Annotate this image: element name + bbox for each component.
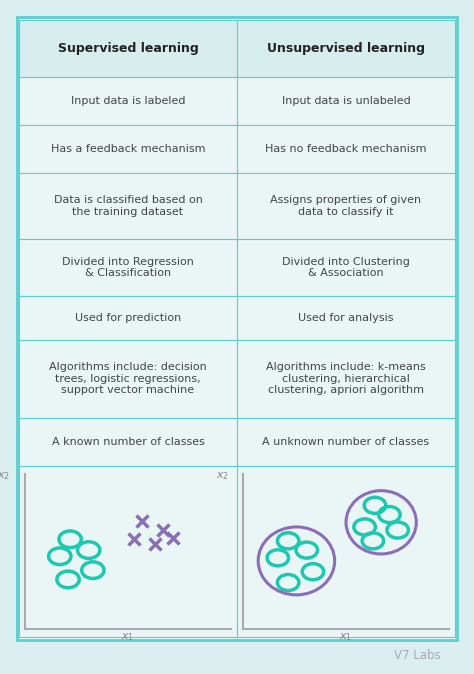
Bar	[237, 20, 455, 77]
Text: Data is classified based on
the training dataset: Data is classified based on the training…	[54, 195, 202, 217]
Bar	[237, 296, 455, 340]
Text: V7 Labs: V7 Labs	[394, 649, 441, 662]
Bar	[19, 466, 237, 637]
Text: Used for prediction: Used for prediction	[75, 313, 181, 323]
Bar	[237, 77, 455, 125]
Y-axis label: $x_2$: $x_2$	[0, 470, 10, 482]
Bar	[19, 125, 237, 173]
Bar	[237, 466, 455, 637]
Text: Divided into Clustering
& Association: Divided into Clustering & Association	[282, 257, 410, 278]
Bar	[237, 239, 455, 296]
Bar	[237, 125, 455, 173]
Bar	[19, 419, 237, 466]
Text: Algorithms include: k-means
clustering, hierarchical
clustering, apriori algorit: Algorithms include: k-means clustering, …	[266, 362, 426, 396]
Y-axis label: $x_2$: $x_2$	[216, 470, 228, 482]
Bar	[19, 340, 237, 419]
Bar	[19, 173, 237, 239]
Bar	[19, 20, 237, 77]
Text: Input data is unlabeled: Input data is unlabeled	[282, 96, 410, 106]
Text: Unsupervised learning: Unsupervised learning	[267, 42, 425, 55]
Bar	[19, 296, 237, 340]
Text: Assigns properties of given
data to classify it: Assigns properties of given data to clas…	[271, 195, 421, 217]
Text: A unknown number of classes: A unknown number of classes	[263, 437, 429, 448]
Text: Algorithms include: decision
trees, logistic regressions,
support vector machine: Algorithms include: decision trees, logi…	[49, 362, 207, 396]
Text: Input data is labeled: Input data is labeled	[71, 96, 185, 106]
Text: Used for analysis: Used for analysis	[298, 313, 394, 323]
Bar	[19, 77, 237, 125]
Bar	[237, 340, 455, 419]
Bar	[19, 239, 237, 296]
Bar	[237, 173, 455, 239]
Bar	[237, 419, 455, 466]
Text: A known number of classes: A known number of classes	[52, 437, 204, 448]
X-axis label: $x_1$: $x_1$	[339, 632, 353, 644]
Text: Divided into Regression
& Classification: Divided into Regression & Classification	[62, 257, 194, 278]
Text: Has no feedback mechanism: Has no feedback mechanism	[265, 144, 427, 154]
X-axis label: $x_1$: $x_1$	[121, 632, 135, 644]
Text: Supervised learning: Supervised learning	[58, 42, 198, 55]
Text: Has a feedback mechanism: Has a feedback mechanism	[51, 144, 205, 154]
